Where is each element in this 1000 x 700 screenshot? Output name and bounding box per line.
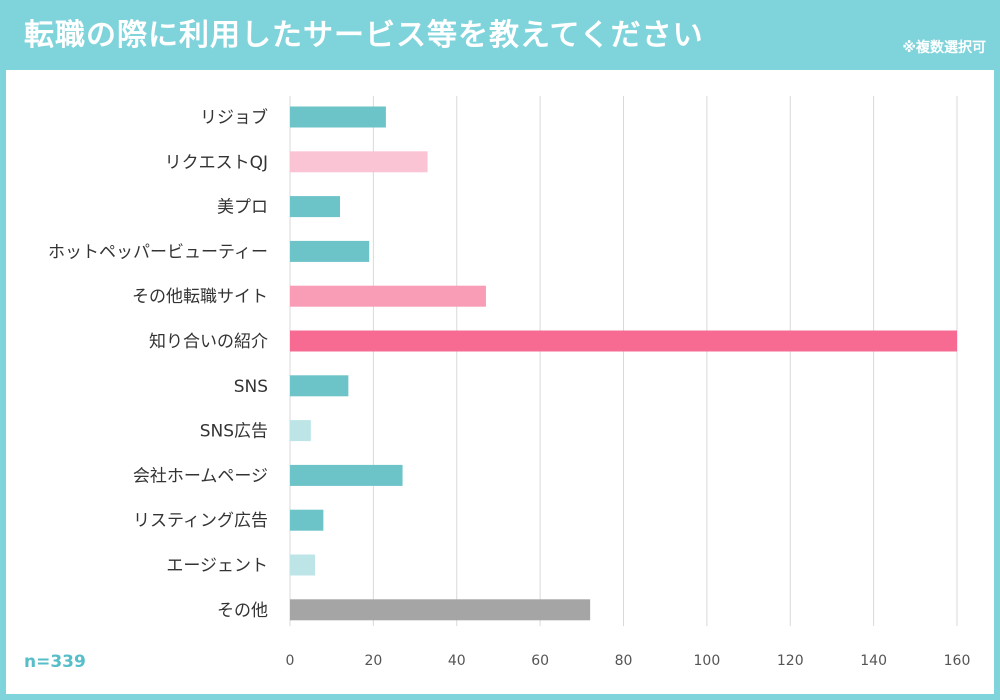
x-tick-label: 80 <box>615 653 633 669</box>
bar <box>290 240 370 262</box>
category-label: その他転職サイト <box>132 287 268 307</box>
bar <box>290 196 341 218</box>
category-label: リクエストQJ <box>165 153 268 173</box>
bar <box>290 420 311 442</box>
bar <box>290 106 386 128</box>
bar <box>290 285 486 307</box>
chart-title: 転職の際に利用したサービス等を教えてください <box>24 18 704 53</box>
chart-panel <box>6 70 994 694</box>
category-label: エージェント <box>166 556 268 576</box>
x-tick-label: 0 <box>286 653 295 669</box>
chart-header: 転職の際に利用したサービス等を教えてください ※複数選択可 <box>0 0 1000 70</box>
category-label: リジョブ <box>200 107 268 128</box>
x-tick-label: 60 <box>531 653 549 669</box>
category-label: ホットペッパービューティー <box>48 242 268 262</box>
category-label: 知り合いの紹介 <box>149 332 268 352</box>
bar <box>290 509 324 531</box>
category-label: 会社ホームページ <box>133 466 268 486</box>
bar <box>290 599 591 621</box>
category-label: その他 <box>217 601 268 621</box>
x-tick-label: 140 <box>860 653 887 669</box>
bar <box>290 375 349 397</box>
x-tick-label: 100 <box>694 653 721 669</box>
category-label: SNS <box>234 377 268 397</box>
x-tick-label: 20 <box>364 653 382 669</box>
multiple-choice-note: ※複数選択可 <box>902 40 986 56</box>
category-label: リスティング広告 <box>133 511 268 531</box>
sample-size: n=339 <box>24 652 86 672</box>
x-tick-label: 120 <box>777 653 804 669</box>
bar <box>290 151 428 173</box>
bar <box>290 464 403 486</box>
category-label: 美プロ <box>217 198 268 218</box>
x-tick-label: 40 <box>448 653 466 669</box>
bar <box>290 554 316 576</box>
category-label: SNS広告 <box>200 422 268 442</box>
bar <box>290 330 957 352</box>
x-tick-label: 160 <box>944 653 971 669</box>
